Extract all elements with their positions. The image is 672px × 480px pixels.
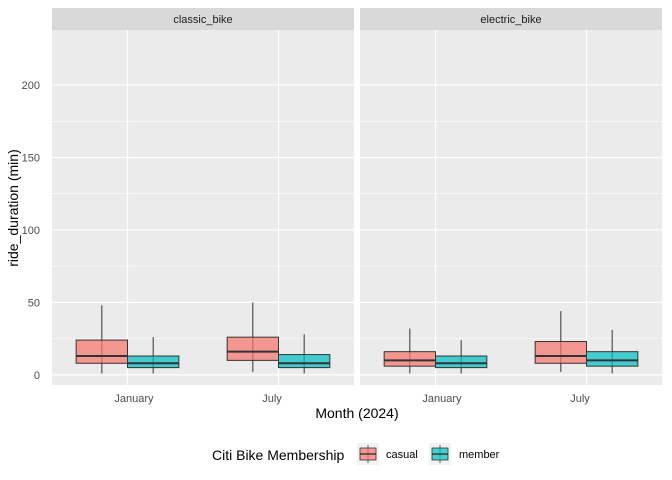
y-axis: 0 50 100 150 200 xyxy=(22,80,40,382)
box-electric_bike-January-member xyxy=(435,340,488,374)
box-classic_bike-July-member xyxy=(278,334,331,374)
box-classic_bike-January-casual xyxy=(75,305,129,374)
y-tick-label: 100 xyxy=(22,225,40,237)
legend-title: Citi Bike Membership xyxy=(212,447,344,463)
box-classic_bike-January-member xyxy=(127,337,180,374)
box-electric_bike-January-casual xyxy=(383,328,437,374)
box-body xyxy=(383,351,437,367)
y-tick-label: 0 xyxy=(34,370,40,382)
box-electric_bike-July-casual xyxy=(534,311,587,372)
facet-label-electric-bike: electric_bike xyxy=(480,14,541,26)
y-tick-label: 150 xyxy=(22,153,40,165)
x-tick-label: January xyxy=(114,393,154,405)
y-tick-label: 50 xyxy=(28,297,40,309)
facet-label-classic-bike: classic_bike xyxy=(173,14,232,26)
facet-strip-left: classic_bike xyxy=(52,8,354,30)
y-axis-title: ride_duration (min) xyxy=(5,149,21,267)
x-tick-label: July xyxy=(262,393,282,405)
box-body xyxy=(75,339,129,364)
legend-label-member: member xyxy=(459,449,500,461)
x-tick-label: January xyxy=(422,393,462,405)
box-classic_bike-July-casual xyxy=(226,302,280,372)
box-group xyxy=(75,302,639,374)
x-tick-label: July xyxy=(570,393,590,405)
facet-strip-right: electric_bike xyxy=(360,8,662,30)
box-body xyxy=(435,355,488,369)
legend: Citi Bike Membership casual member xyxy=(212,443,500,465)
y-tick-label: 200 xyxy=(22,80,40,92)
box-body xyxy=(226,336,280,361)
box-body xyxy=(586,351,639,367)
box-electric_bike-July-member xyxy=(586,329,639,374)
facet-panel-electric-bike xyxy=(360,30,662,385)
legend-label-casual: casual xyxy=(386,449,418,461)
x-axis: January July January July xyxy=(114,393,590,405)
box-body xyxy=(127,355,180,369)
x-axis-title: Month (2024) xyxy=(315,405,398,421)
box-body xyxy=(534,341,587,364)
legend-key-casual xyxy=(357,443,379,465)
facet-panel-classic-bike xyxy=(52,30,354,385)
box-body xyxy=(278,354,331,369)
grid-lines xyxy=(52,30,662,385)
legend-key-member xyxy=(429,443,451,465)
